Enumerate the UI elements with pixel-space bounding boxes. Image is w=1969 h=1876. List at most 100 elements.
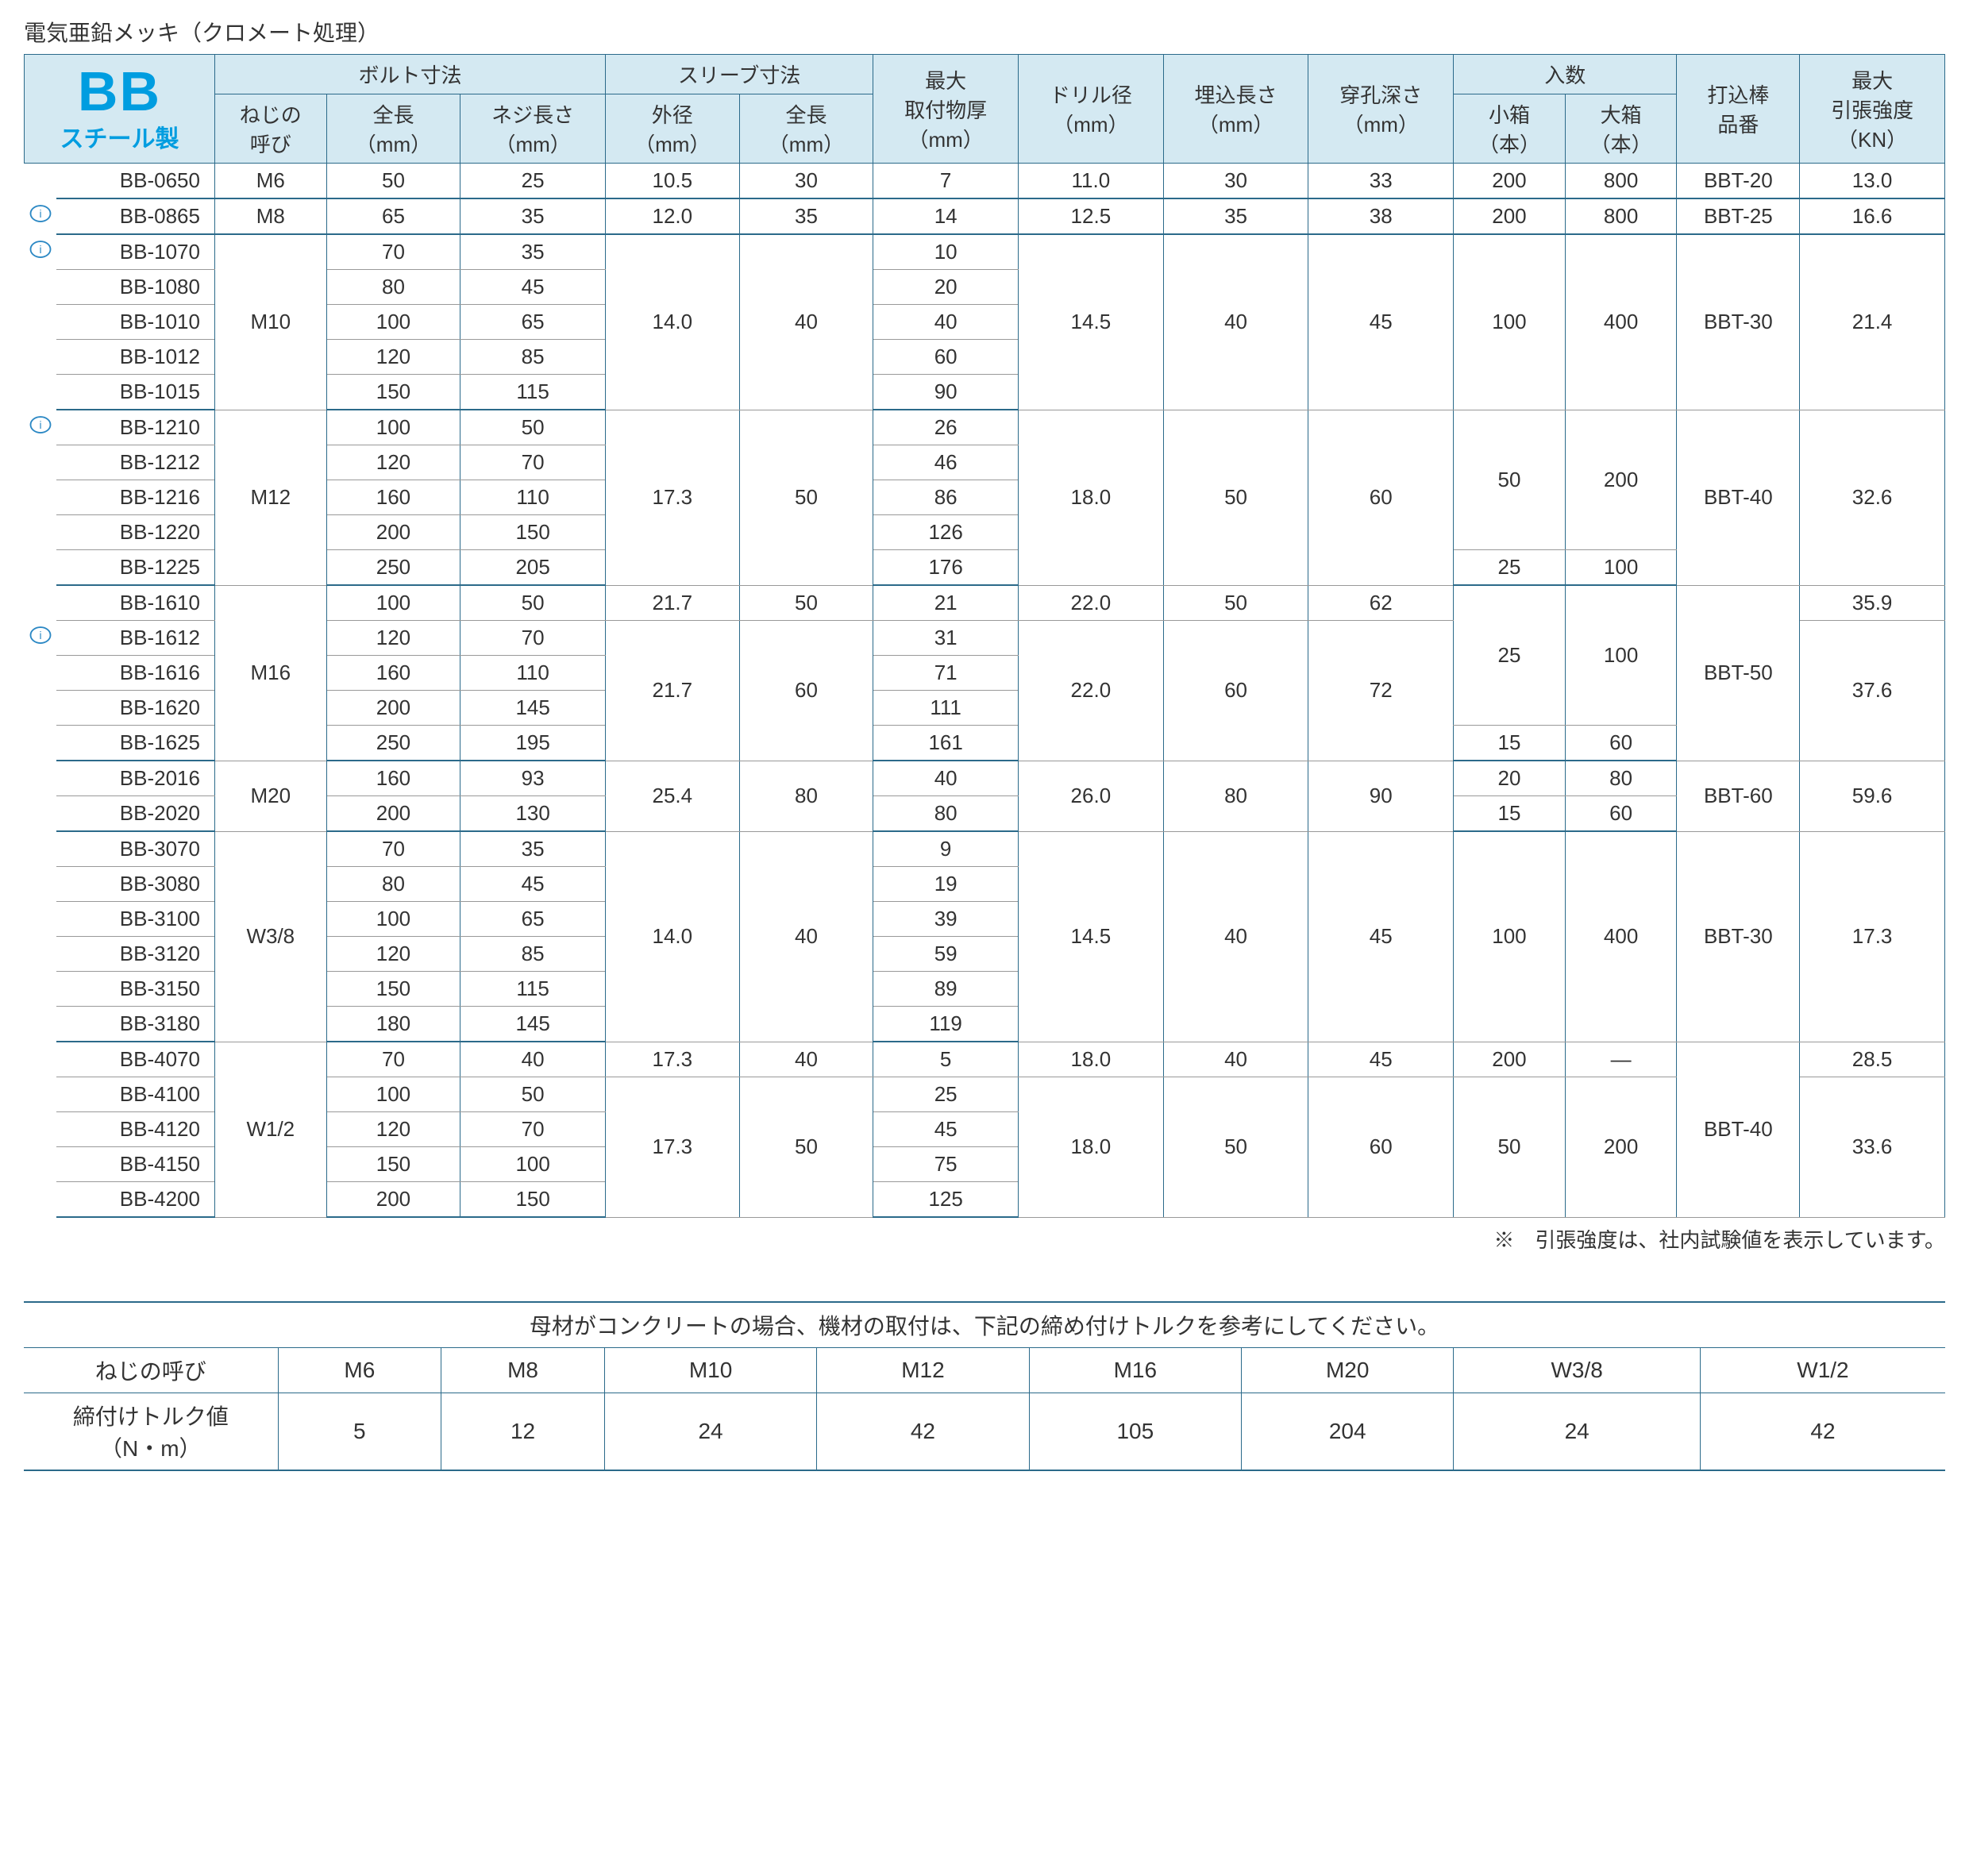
model-cell: BB-2016 [56, 761, 215, 796]
col-hole: 穿孔深さ（mm） [1308, 55, 1454, 164]
cell-nl: 50 [460, 585, 606, 621]
model-cell: BB-4100 [56, 1077, 215, 1112]
cell-nl: 100 [460, 1147, 606, 1182]
table-row: BB-0650M6502510.530711.03033200800BBT-20… [25, 164, 1945, 199]
col-qty: 入数 [1454, 55, 1677, 94]
page-title: 電気亜鉛メッキ（クロメート処理） [24, 16, 1945, 48]
model-cell: BB-1625 [56, 726, 215, 761]
cell-mt: 60 [873, 340, 1019, 375]
cell-ten: 32.6 [1800, 410, 1945, 585]
cell-nl: 70 [460, 445, 606, 480]
col-tensile: 最大引張強度（KN） [1800, 55, 1945, 164]
cell-hole: 33 [1308, 164, 1454, 199]
cell-nl: 93 [460, 761, 606, 796]
cell-thread: M20 [214, 761, 326, 831]
model-cell: BB-0650 [56, 164, 215, 199]
torque-value: 105 [1029, 1393, 1241, 1471]
badge-cell [25, 656, 56, 691]
cell-sl: 50 [739, 585, 873, 621]
cell-mt: 31 [873, 621, 1019, 656]
col-small: 小箱（本） [1454, 94, 1566, 164]
model-cell: BB-2020 [56, 796, 215, 832]
cell-drill: 22.0 [1019, 585, 1164, 621]
svg-text:i: i [39, 630, 41, 641]
cell-sm: 15 [1454, 726, 1566, 761]
cell-sl: 35 [739, 198, 873, 234]
cell-mt: 19 [873, 867, 1019, 902]
col-sleeve: スリーブ寸法 [605, 55, 873, 94]
badge-cell [25, 1112, 56, 1147]
table-row: BB-2016M201609325.4804026.080902080BBT-6… [25, 761, 1945, 796]
torque-caption: 母材がコンクリートの場合、機材の取付は、下記の締め付けトルクを参考にしてください… [24, 1301, 1945, 1348]
cell-tl: 180 [326, 1007, 460, 1042]
cell-tl: 120 [326, 340, 460, 375]
torque-value: 12 [441, 1393, 605, 1471]
svg-text:i: i [39, 244, 41, 256]
table-row: iBB-1210M121005017.3502618.0506050200BBT… [25, 410, 1945, 445]
cell-mt: 126 [873, 515, 1019, 550]
badge-cell [25, 867, 56, 902]
cell-nl: 85 [460, 340, 606, 375]
cell-sm: 100 [1454, 234, 1566, 410]
cell-tl: 120 [326, 1112, 460, 1147]
cell-mt: 10 [873, 234, 1019, 270]
cell-sm: 50 [1454, 410, 1566, 550]
cell-thread: W3/8 [214, 831, 326, 1042]
table-row: iBB-0865M8653512.0351412.53538200800BBT-… [25, 198, 1945, 234]
cell-nl: 35 [460, 831, 606, 867]
model-cell: BB-1080 [56, 270, 215, 305]
cell-nl: 40 [460, 1042, 606, 1077]
cell-hole: 45 [1308, 1042, 1454, 1077]
cell-ten: 17.3 [1800, 831, 1945, 1042]
cell-lg: 800 [1565, 164, 1677, 199]
cell-emb: 30 [1163, 164, 1308, 199]
cell-nl: 150 [460, 515, 606, 550]
cell-ten: 21.4 [1800, 234, 1945, 410]
col-maxthick: 最大取付物厚（mm） [873, 55, 1019, 164]
model-cell: BB-1212 [56, 445, 215, 480]
cell-lg: 200 [1565, 1077, 1677, 1218]
cell-ten: 13.0 [1800, 164, 1945, 199]
badge-cell [25, 937, 56, 972]
cell-sm: 25 [1454, 585, 1566, 726]
torque-value: 5 [278, 1393, 441, 1471]
badge-cell: i [25, 410, 56, 445]
col-embed: 埋込長さ（mm） [1163, 55, 1308, 164]
cell-tl: 120 [326, 445, 460, 480]
cell-tl: 65 [326, 198, 460, 234]
cell-nl: 115 [460, 972, 606, 1007]
cell-rod: BBT-50 [1677, 585, 1800, 761]
model-cell: BB-3080 [56, 867, 215, 902]
cell-thread: M16 [214, 585, 326, 761]
cell-mt: 59 [873, 937, 1019, 972]
cell-od: 21.7 [605, 585, 739, 621]
cell-rod: BBT-30 [1677, 831, 1800, 1042]
cell-mt: 39 [873, 902, 1019, 937]
badge-cell [25, 164, 56, 199]
cell-od: 10.5 [605, 164, 739, 199]
badge-cell [25, 1007, 56, 1042]
cell-drill: 26.0 [1019, 761, 1164, 831]
cell-tl: 150 [326, 375, 460, 410]
cell-tl: 160 [326, 480, 460, 515]
cell-od: 21.7 [605, 621, 739, 761]
model-cell: BB-1225 [56, 550, 215, 586]
cell-emb: 60 [1163, 621, 1308, 761]
cell-mt: 40 [873, 305, 1019, 340]
model-cell: BB-1012 [56, 340, 215, 375]
info-badge-icon: i [29, 623, 52, 647]
torque-value: 24 [604, 1393, 816, 1471]
badge-cell [25, 550, 56, 586]
footnote: ※ 引張強度は、社内試験値を表示しています。 [24, 1224, 1945, 1254]
cell-mt: 7 [873, 164, 1019, 199]
badge-cell: i [25, 234, 56, 270]
cell-emb: 50 [1163, 410, 1308, 585]
cell-od: 14.0 [605, 831, 739, 1042]
torque-label-2: 締付けトルク値（N・m） [24, 1393, 278, 1471]
col-drill: ドリル径（mm） [1019, 55, 1164, 164]
cell-lg: 60 [1565, 726, 1677, 761]
cell-tl: 70 [326, 234, 460, 270]
cell-sm: 50 [1454, 1077, 1566, 1218]
cell-thread: W1/2 [214, 1042, 326, 1217]
torque-size: M20 [1242, 1348, 1454, 1393]
